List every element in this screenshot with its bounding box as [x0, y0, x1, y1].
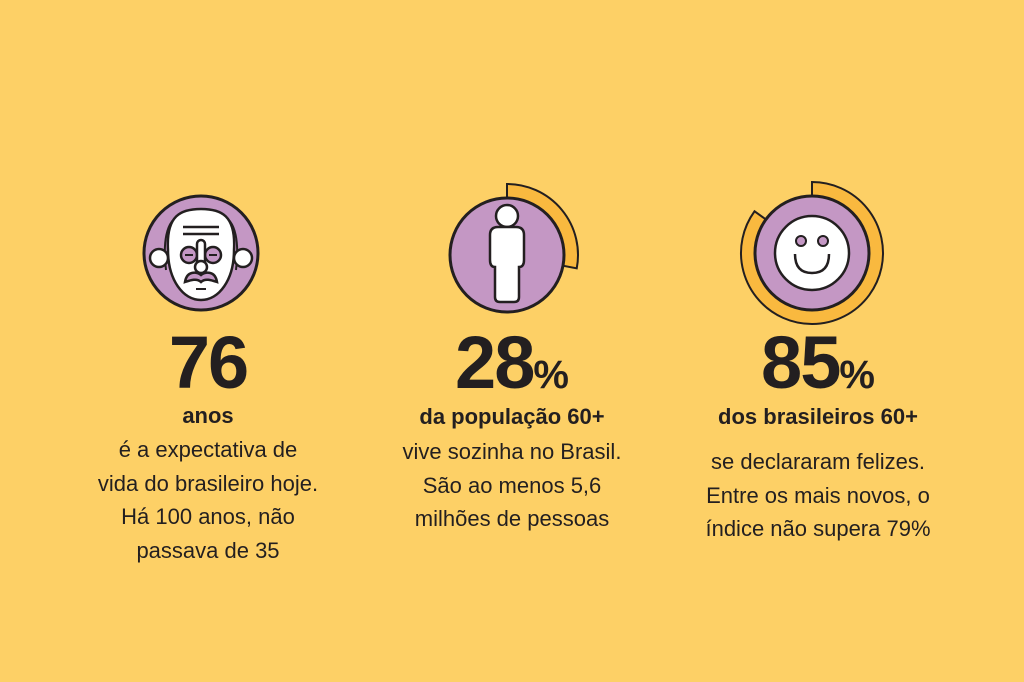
stat-description: é a expectativa de vida do brasileiro ho… [38, 433, 378, 567]
stat-number: 85 [761, 321, 841, 404]
description-line: milhões de pessoas [414, 506, 610, 531]
stat-unit: % [839, 353, 875, 397]
stat-number: 28 [455, 321, 535, 404]
stat-unit: % [533, 353, 569, 397]
description-line: vida do brasileiro hoje. [97, 470, 319, 496]
stat-value: 85% [648, 326, 988, 400]
elderly-face-icon [142, 194, 260, 312]
stat-number: 76 [168, 321, 249, 404]
description-line: índice não supera 79% [705, 516, 931, 541]
description-line: passava de 35 [136, 537, 280, 563]
stat-subtitle: dos brasileiros 60+ [718, 404, 918, 429]
description-line: se declararam felizes. [711, 449, 925, 474]
stat-subtitle: da população 60+ [419, 404, 605, 429]
stat-description: vive sozinha no Brasil. São ao menos 5,6… [342, 435, 682, 536]
description-line: Entre os mais novos, o [706, 482, 930, 508]
smiley-face-icon [740, 180, 884, 325]
person-icon [448, 182, 579, 314]
stat-subtitle: anos [182, 403, 234, 428]
description-line: vive sozinha no Brasil. [402, 439, 622, 464]
stat-value: 28% [342, 326, 682, 400]
stat-description: se declararam felizes. Entre os mais nov… [648, 445, 988, 546]
description-line: Há 100 anos, não [121, 504, 295, 529]
description-line: São ao menos 5,6 [422, 472, 602, 498]
stat-value: 76 [38, 326, 378, 400]
description-line: é a expectativa de [118, 437, 298, 462]
